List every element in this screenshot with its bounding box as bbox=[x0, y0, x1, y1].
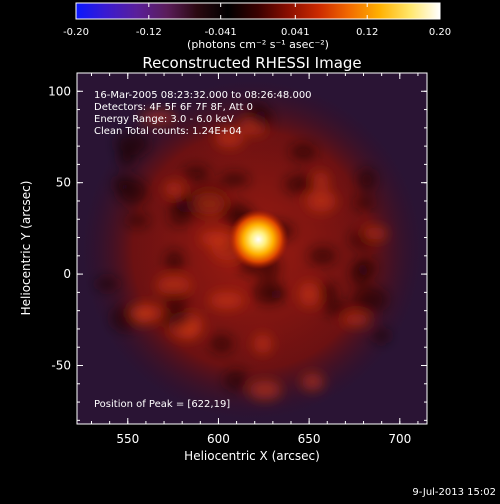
peak-position-label: Position of Peak = [622,19] bbox=[94, 399, 230, 410]
annotation-counts: Clean Total counts: 1.24E+04 bbox=[94, 126, 242, 137]
colorbar-gradient bbox=[75, 2, 441, 20]
x-axis: 550 600 650 700 bbox=[91, 73, 419, 446]
x-tick-label: 550 bbox=[116, 432, 139, 446]
colorbar-tick-label: 0.12 bbox=[356, 27, 378, 38]
x-axis-label: Heliocentric X (arcsec) bbox=[184, 449, 320, 463]
annotation-energy: Energy Range: 3.0 - 6.0 keV bbox=[94, 114, 234, 125]
chart-title: Reconstructed RHESSI Image bbox=[142, 54, 361, 72]
y-axis: -50 0 50 100 bbox=[48, 72, 427, 421]
colorbar-ticks: -0.20 -0.12 -0.041 0.041 0.12 0.20 bbox=[63, 3, 451, 38]
y-tick-label: -50 bbox=[51, 359, 71, 373]
x-tick-label: 600 bbox=[207, 432, 230, 446]
plot-frame bbox=[76, 72, 428, 425]
colorbar-tick-label: 0.20 bbox=[429, 27, 451, 38]
y-tick-label: 0 bbox=[63, 267, 71, 281]
annotation-time: 16-Mar-2005 08:23:32.000 to 08:26:48.000 bbox=[94, 90, 312, 101]
annotation-detectors: Detectors: 4F 5F 6F 7F 8F, Att 0 bbox=[94, 102, 253, 113]
annotation-block: 16-Mar-2005 08:23:32.000 to 08:26:48.000… bbox=[94, 90, 312, 137]
y-axis-label: Heliocentric Y (arcsec) bbox=[19, 181, 33, 316]
y-tick-label: 100 bbox=[48, 84, 71, 98]
colorbar-tick-label: 0.041 bbox=[281, 27, 310, 38]
peak-source bbox=[228, 209, 289, 270]
colorbar-unit-label: (photons cm⁻² s⁻¹ asec⁻²) bbox=[187, 38, 329, 51]
colorbar: -0.20 -0.12 -0.041 0.041 0.12 0.20 (photons c… bbox=[63, 2, 451, 51]
footer-date: 9-Jul-2013 15:02 bbox=[412, 487, 496, 498]
colorbar-tick-label: -0.041 bbox=[205, 27, 237, 38]
colorbar-tick-label: -0.20 bbox=[63, 27, 89, 38]
x-tick-label: 650 bbox=[298, 432, 321, 446]
colorbar-tick-label: -0.12 bbox=[136, 27, 162, 38]
y-tick-label: 50 bbox=[56, 176, 71, 190]
plot-area bbox=[77, 73, 427, 424]
x-tick-label: 700 bbox=[388, 432, 411, 446]
